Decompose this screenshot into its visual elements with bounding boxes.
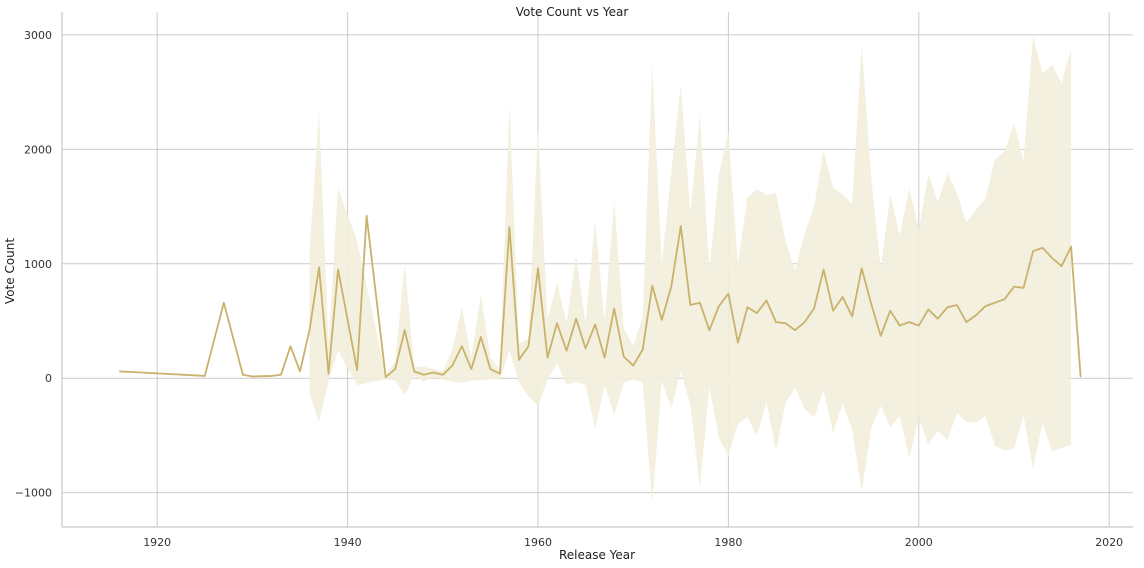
y-tick-label: 3000	[24, 29, 52, 42]
y-axis-title: Vote Count	[3, 238, 17, 304]
y-tick-label: 1000	[24, 258, 52, 271]
y-tick-label: −1000	[15, 487, 52, 500]
y-tick-label: 0	[45, 372, 52, 385]
x-axis-title: Release Year	[559, 548, 635, 562]
chart-title: Vote Count vs Year	[516, 5, 629, 19]
y-tick-label: 2000	[24, 143, 52, 156]
x-tick-label: 2000	[905, 536, 933, 549]
axes	[61, 12, 1133, 528]
confidence-band	[309, 34, 1072, 505]
mean-vote-count-line	[119, 214, 1082, 378]
x-tick-label: 1920	[143, 536, 171, 549]
confidence-band-layer	[309, 34, 1072, 505]
series-line-layer	[119, 214, 1082, 378]
x-tick-label: 1980	[714, 536, 742, 549]
x-tick-label: 1960	[524, 536, 552, 549]
x-tick-label: 1940	[334, 536, 362, 549]
x-tick-label: 2020	[1095, 536, 1123, 549]
tick-labels: 1920 1940 1960 1980 2000 2020 −1000 0 1000 2000 30…	[15, 29, 1123, 549]
